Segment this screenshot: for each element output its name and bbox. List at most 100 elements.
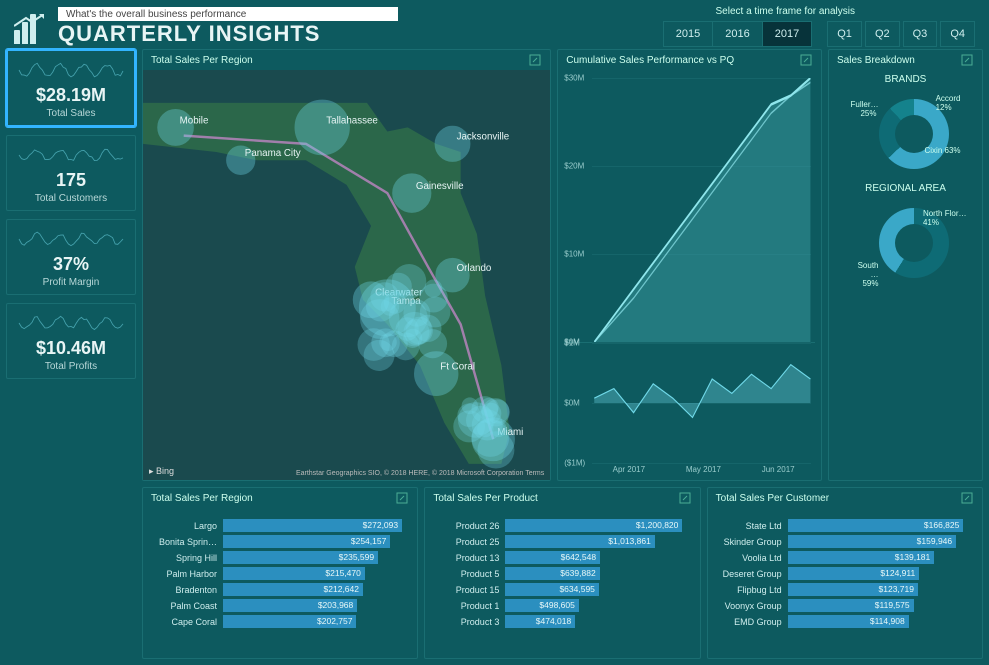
donut-label: Cixin 63%	[924, 147, 960, 156]
bar-value: $139,181	[895, 551, 930, 564]
quarter-tab-Q3[interactable]: Q3	[903, 21, 938, 47]
bar-label: Product 26	[435, 521, 499, 531]
focus-icon[interactable]	[678, 491, 692, 505]
bar-row[interactable]: Product 25$1,013,861	[435, 535, 689, 548]
kpi-sidebar: $28.19MTotal Sales 175 Total Customers 37% P…	[6, 49, 136, 659]
bar-label: Deseret Group	[718, 569, 782, 579]
donut-label: South …59%	[851, 262, 879, 288]
bar-row[interactable]: Largo $272,093	[153, 519, 407, 532]
kpi-label: Total Customers	[13, 193, 129, 204]
donut-label: North Flor…41%	[923, 210, 967, 228]
x-axis-labels: Apr 2017May 2017Jun 2017	[564, 463, 815, 474]
bar-label: Largo	[153, 521, 217, 531]
year-tab-2015[interactable]: 2015	[663, 21, 712, 47]
bar-value: $639,882	[560, 567, 595, 580]
donut-title: BRANDS	[885, 74, 927, 85]
bar-label: Product 13	[435, 553, 499, 563]
bar-value: $159,946	[917, 535, 952, 548]
bar-value: $272,093	[363, 519, 398, 532]
kpi-card-1[interactable]: 175 Total Customers	[6, 135, 136, 211]
focus-icon[interactable]	[960, 53, 974, 67]
bar-row[interactable]: Product 26 $1,200,820	[435, 519, 689, 532]
delta-chart[interactable]: $1M$0M($1M)	[564, 343, 815, 463]
focus-icon[interactable]	[960, 491, 974, 505]
donut-chart[interactable]: Fuller…25% Accord12% Cixin 63%	[851, 89, 961, 179]
bar-row[interactable]: Deseret Group $124,911	[718, 567, 972, 580]
bar-label: Bradenton	[153, 585, 217, 595]
bar-row[interactable]: Flipbug Ltd $123,719	[718, 583, 972, 596]
year-tab-2017[interactable]: 2017	[762, 21, 812, 47]
kpi-label: Total Sales	[14, 108, 128, 119]
focus-icon[interactable]	[528, 53, 542, 67]
subtitle-box: What's the overall business performance	[58, 7, 398, 21]
bar-row[interactable]: Palm Coast$203,968	[153, 599, 407, 612]
bar-value: $474,018	[536, 615, 571, 628]
breakdown-title: Sales Breakdown	[837, 55, 915, 66]
bar-panel-1: Total Sales Per ProductProduct 26$1,200,…	[424, 487, 700, 659]
bar-row[interactable]: Palm Harbor$215,470	[153, 567, 407, 580]
focus-icon[interactable]	[395, 491, 409, 505]
map-credit: ▸ Bing	[149, 466, 174, 477]
area-chart[interactable]: $30M$20M$10M$0M	[564, 78, 815, 343]
bar-row[interactable]: Product 1$498,605	[435, 599, 689, 612]
bar-label: Product 25	[435, 537, 499, 547]
bar-row[interactable]: Bonita Sprin…$254,157	[153, 535, 407, 548]
bar-panel-2: Total Sales Per CustomerState Ltd$166,82…	[707, 487, 983, 659]
map-credit-right: Earthstar Geographics SIO, © 2018 HERE, …	[296, 470, 544, 477]
svg-text:Panama City: Panama City	[245, 148, 301, 159]
quarter-tab-Q4[interactable]: Q4	[940, 21, 975, 47]
bar-value: $166,825	[924, 519, 959, 532]
bar-row[interactable]: Product 15 $634,595	[435, 583, 689, 596]
bar-row[interactable]: Spring Hill $235,599	[153, 551, 407, 564]
svg-text:Orlando: Orlando	[457, 263, 492, 274]
kpi-value: 175	[13, 170, 129, 191]
kpi-card-0[interactable]: $28.19MTotal Sales	[6, 49, 136, 127]
bar-value: $119,575	[875, 599, 910, 612]
bar-value: $124,911	[880, 567, 915, 580]
donut-label: Accord12%	[936, 95, 961, 113]
bar-row[interactable]: Voolia Ltd$139,181	[718, 551, 972, 564]
donut-chart[interactable]: South …59%North Flor…41%	[851, 198, 961, 288]
bar-row[interactable]: Bradenton $212,642	[153, 583, 407, 596]
svg-text:Jacksonville: Jacksonville	[457, 132, 510, 143]
kpi-label: Profit Margin	[13, 277, 129, 288]
bar-value: $254,157	[351, 535, 386, 548]
donut-label: Fuller…25%	[851, 101, 877, 119]
quarter-tab-Q2[interactable]: Q2	[865, 21, 900, 47]
bar-label: State Ltd	[718, 521, 782, 531]
bar-label: Voonyx Group	[718, 601, 782, 611]
bar-value: $212,642	[324, 583, 359, 596]
bar-row[interactable]: Product 13 $642,548	[435, 551, 689, 564]
bar-label: Flipbug Ltd	[718, 585, 782, 595]
cumulative-panel: Cumulative Sales Performance vs PQ $30M$…	[557, 49, 822, 481]
bar-row[interactable]: State Ltd $166,825	[718, 519, 972, 532]
map-title: Total Sales Per Region	[151, 55, 253, 66]
bar-label: Product 5	[435, 569, 499, 579]
bar-label: Spring Hill	[153, 553, 217, 563]
bar-row[interactable]: Voonyx Group $119,575	[718, 599, 972, 612]
kpi-card-3[interactable]: $10.46MTotal Profits	[6, 303, 136, 379]
bar-value: $634,595	[559, 583, 594, 596]
bar-value: $114,908	[870, 615, 905, 628]
quarter-tab-Q1[interactable]: Q1	[827, 21, 862, 47]
bar-row[interactable]: EMD Group$114,908	[718, 615, 972, 628]
bar-row[interactable]: Skinder Group$159,946	[718, 535, 972, 548]
header: What's the overall business performance …	[0, 0, 989, 49]
bar-value: $123,719	[879, 583, 914, 596]
year-tab-2016[interactable]: 2016	[712, 21, 761, 47]
bar-label: Product 1	[435, 601, 499, 611]
bar-label: Product 15	[435, 585, 499, 595]
bar-value: $642,548	[561, 551, 596, 564]
year-tabs: 201520162017	[663, 21, 812, 47]
bar-label: Product 3	[435, 617, 499, 627]
bar-row[interactable]: Product 5 $639,882	[435, 567, 689, 580]
bar-value: $235,599	[339, 551, 374, 564]
map-visual[interactable]: MobilePanama CityTallahasseeJacksonville…	[143, 70, 550, 480]
bar-row[interactable]: Cape Coral$202,757	[153, 615, 407, 628]
kpi-value: 37%	[13, 254, 129, 275]
kpi-card-2[interactable]: 37% Profit Margin	[6, 219, 136, 295]
focus-icon[interactable]	[799, 53, 813, 67]
bar-value: $1,200,820	[636, 519, 679, 532]
bar-row[interactable]: Product 3 $474,018	[435, 615, 689, 628]
donut-title: REGIONAL AREA	[865, 183, 946, 194]
